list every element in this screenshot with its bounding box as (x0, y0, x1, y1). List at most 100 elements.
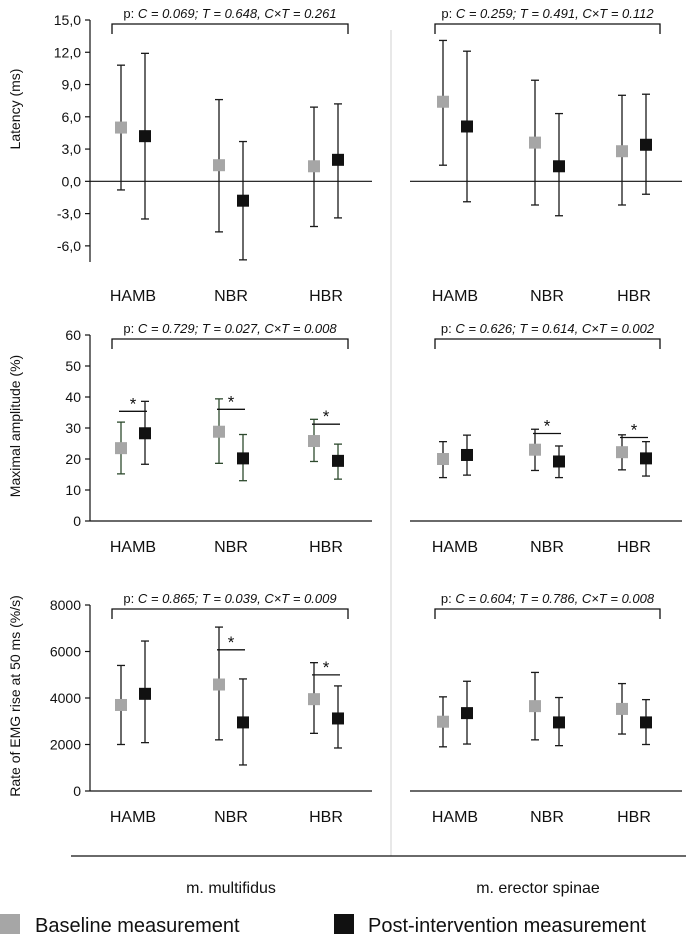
chart-panel-5: HAMB NBR HBR p: C = 0.604; T = 0.786, C×T =… (410, 591, 682, 826)
p0-category-label: NBR (214, 288, 248, 305)
p3-post-marker (461, 448, 473, 461)
p1-p-bracket (434, 23, 661, 34)
chart-panel-1: HAMB NBR HBR p: C = 0.259; T = 0.491, C×T =… (410, 6, 682, 305)
p4-post-marker (332, 712, 344, 725)
p2-baseline-marker (115, 442, 127, 455)
p0-category-label: HBR (309, 288, 343, 305)
p3-category-label: HBR (617, 539, 651, 556)
p4-post-marker (237, 716, 249, 729)
p2-category-label: HAMB (110, 539, 156, 556)
p4-baseline-marker (308, 693, 320, 706)
legend-swatch-post (334, 914, 354, 934)
legend-label-baseline: Baseline measurement (35, 915, 240, 937)
p2-category-label: NBR (214, 539, 248, 556)
legend-label-post: Post-intervention measurement (368, 915, 646, 937)
p2-y-tick-label: 40 (65, 389, 81, 405)
p5-post-marker (640, 716, 652, 729)
p2-y-tick-label: 60 (65, 327, 81, 343)
p1-post-marker (640, 138, 652, 151)
p4-category-label: HAMB (110, 809, 156, 826)
p4-baseline-marker (213, 678, 225, 691)
p1-p-text: C = 0.259; T = 0.491, C×T = 0.112 (456, 6, 655, 21)
p1-p-value-label: p: C = 0.259; T = 0.491, C×T = 0.112 (441, 6, 654, 21)
p3-category-label: NBR (530, 539, 564, 556)
p3-baseline-marker (529, 443, 541, 456)
p2-p-bracket (111, 338, 349, 349)
p4-baseline-marker (115, 698, 127, 711)
p0-post-marker (237, 194, 249, 207)
p0-post-marker (139, 130, 151, 143)
p5-p-prefix: p: (441, 591, 455, 606)
p3-significance-star: * (544, 416, 551, 435)
p4-category-label: HBR (309, 809, 343, 826)
p3-category-label: HAMB (432, 539, 478, 556)
p1-category-label: HBR (617, 288, 651, 305)
p2-p-prefix: p: (123, 321, 137, 336)
p0-category-label: HAMB (110, 288, 156, 305)
p2-y-tick-label: 50 (65, 358, 81, 374)
p1-post-marker (553, 160, 565, 173)
p3-p-bracket (434, 338, 661, 349)
p1-baseline-marker (437, 95, 449, 108)
latency-axis-title: Latency (ms) (7, 69, 23, 150)
p5-category-label: HBR (617, 809, 651, 826)
p4-significance-star: * (228, 633, 235, 652)
p2-significance-star: * (323, 407, 330, 426)
p1-category-label: NBR (530, 288, 564, 305)
p5-category-label: NBR (530, 809, 564, 826)
p0-baseline-marker (213, 159, 225, 172)
p2-y-tick-label: 10 (65, 482, 81, 498)
p0-y-tick-label: 0,0 (62, 173, 82, 189)
p5-baseline-marker (616, 702, 628, 715)
p4-y-tick-label: 0 (73, 783, 81, 799)
column-label-erector-spinae: m. erector spinae (476, 880, 600, 897)
legend-swatch-baseline (0, 914, 20, 934)
chart-panel-3: HAMB NBR HBR p: C = 0.626; T = 0.614, C×T =… (410, 321, 682, 556)
p3-p-value-label: p: C = 0.626; T = 0.614, C×T = 0.002 (441, 321, 655, 336)
p2-post-marker (237, 452, 249, 465)
p2-y-tick-label: 30 (65, 420, 81, 436)
p1-post-marker (461, 120, 473, 133)
p4-p-prefix: p: (123, 591, 137, 606)
p3-p-text: C = 0.626; T = 0.614, C×T = 0.002 (455, 321, 655, 336)
p4-category-label: NBR (214, 809, 248, 826)
p2-post-marker (332, 454, 344, 467)
p0-p-value-label: p: C = 0.069; T = 0.648, C×T = 0.261 (123, 6, 336, 21)
p4-p-value-label: p: C = 0.865; T = 0.039, C×T = 0.009 (123, 591, 336, 606)
p4-y-tick-label: 4000 (50, 690, 81, 706)
p4-y-tick-label: 2000 (50, 737, 81, 753)
p4-p-text: C = 0.865; T = 0.039, C×T = 0.009 (138, 591, 337, 606)
panels: -6,0 -3,0 0,0 3,0 6,0 9,0 12,0 15,0 HAMB NBR HBR p:… (50, 6, 682, 826)
amplitude-axis-title: Maximal amplitude (%) (7, 355, 23, 497)
p0-y-tick-label: 12,0 (54, 44, 81, 60)
p5-p-value-label: p: C = 0.604; T = 0.786, C×T = 0.008 (441, 591, 655, 606)
p2-post-marker (139, 427, 151, 440)
p5-p-bracket (434, 608, 661, 619)
p3-baseline-marker (437, 453, 449, 465)
p0-baseline-marker (308, 160, 320, 173)
p5-baseline-marker (529, 700, 541, 713)
p1-p-prefix: p: (441, 6, 455, 21)
p2-p-text: C = 0.729; T = 0.027, C×T = 0.008 (138, 321, 338, 336)
chart-panel-2: 0 10 20 30 40 50 60 HAMB NBR HBR p: C = 0.729; T =… (65, 321, 372, 556)
p1-category-label: HAMB (432, 288, 478, 305)
p0-y-tick-label: 9,0 (62, 77, 82, 93)
p4-y-tick-label: 8000 (50, 597, 81, 613)
p0-y-tick-label: 15,0 (54, 12, 81, 28)
p5-post-marker (461, 707, 473, 720)
p0-y-tick-label: 6,0 (62, 109, 82, 125)
p5-category-label: HAMB (432, 809, 478, 826)
p2-category-label: HBR (309, 539, 343, 556)
p4-significance-star: * (323, 658, 330, 677)
p5-p-text: C = 0.604; T = 0.786, C×T = 0.008 (455, 591, 655, 606)
p2-y-tick-label: 0 (73, 513, 81, 529)
p3-significance-star: * (631, 421, 638, 440)
p3-post-marker (553, 455, 565, 468)
p2-significance-star: * (228, 392, 235, 411)
p0-post-marker (332, 153, 344, 166)
column-label-multifidus: m. multifidus (186, 880, 276, 897)
p2-baseline-marker (308, 435, 320, 448)
p0-p-bracket (111, 23, 349, 34)
p0-baseline-marker (115, 121, 127, 134)
